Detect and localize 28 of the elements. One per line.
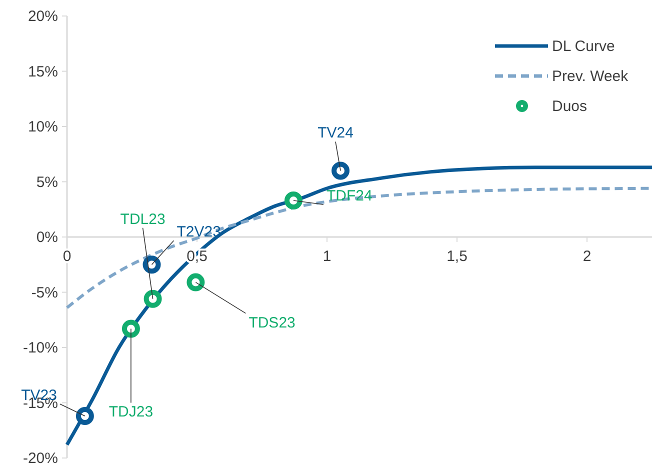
y-tick-label: -20% bbox=[22, 450, 58, 467]
annotation: TDS23 bbox=[248, 314, 296, 332]
y-tick-label: -5% bbox=[31, 284, 58, 302]
x-tick-label: 1 bbox=[322, 248, 332, 265]
point bbox=[332, 162, 350, 180]
annotation: TV24 bbox=[318, 124, 354, 142]
y-tick-label: 20% bbox=[28, 8, 58, 25]
point bbox=[76, 407, 94, 426]
y-tick-label: 10% bbox=[28, 118, 58, 136]
x-tick-label: 1,5 bbox=[446, 248, 468, 265]
annotation: TDL23 bbox=[120, 210, 166, 228]
legend-label: Duos bbox=[552, 98, 588, 115]
legend-label: DL Curve bbox=[552, 38, 615, 55]
y-tick-label: -10% bbox=[22, 340, 58, 356]
point bbox=[144, 290, 162, 308]
y-tick-label: 15% bbox=[28, 63, 58, 80]
legend-label: Prev. Week bbox=[552, 68, 629, 85]
x-tick-label: 0 bbox=[62, 248, 72, 265]
point bbox=[186, 273, 205, 292]
line-series bbox=[65, 166, 652, 446]
y-tick-label: 5% bbox=[36, 174, 58, 191]
y-tick-label: 0% bbox=[36, 229, 58, 246]
annotation: TDF24 bbox=[326, 188, 372, 205]
point bbox=[122, 320, 140, 338]
x-tick-label: 2 bbox=[582, 248, 592, 265]
annotation: TDJ23 bbox=[108, 404, 154, 421]
annotation: T2V23 bbox=[176, 224, 221, 241]
point bbox=[284, 192, 302, 210]
